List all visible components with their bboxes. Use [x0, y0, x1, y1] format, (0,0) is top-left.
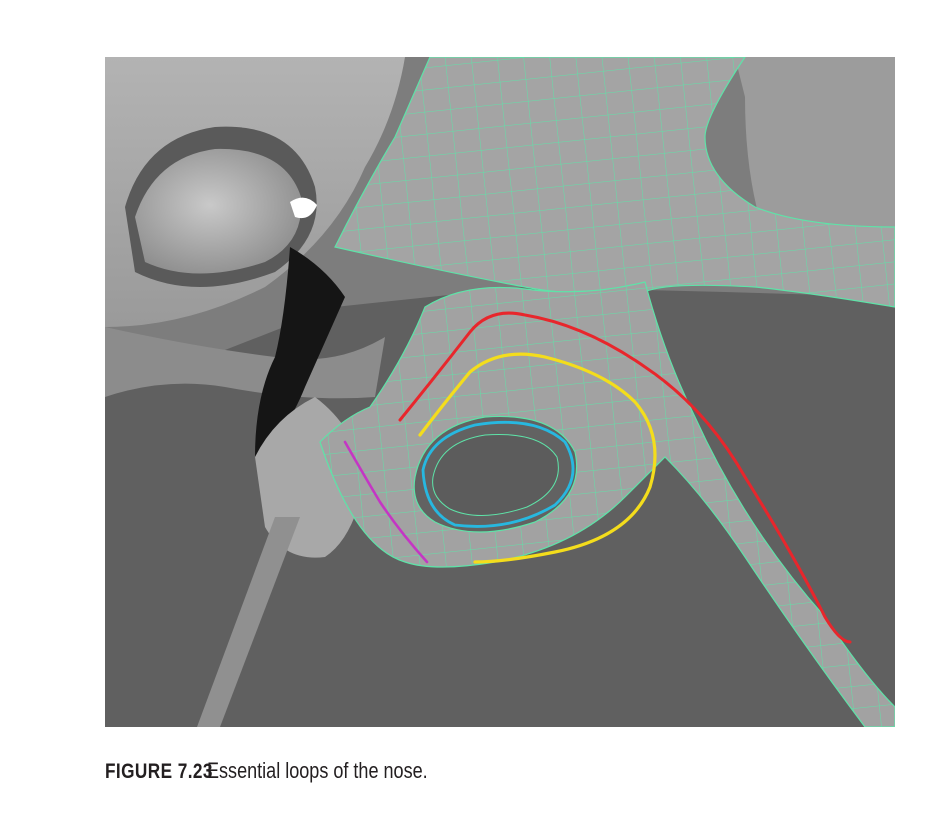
lip-line — [197, 517, 300, 727]
nose-shadow — [255, 247, 345, 457]
caption-text: Essential loops of the nose. — [207, 758, 428, 783]
figure-caption: FIGURE 7.23 Essential loops of the nose. — [105, 758, 476, 788]
figure-number: FIGURE 7.23 — [105, 760, 213, 783]
cyan-loop — [421, 420, 575, 528]
eyeball — [135, 148, 302, 274]
lower-cheek — [105, 327, 385, 399]
magenta-loop — [343, 440, 429, 564]
yellow-loop — [418, 352, 657, 564]
eye-highlight — [290, 197, 317, 219]
red-loop — [398, 311, 852, 644]
figure-image — [105, 57, 895, 727]
